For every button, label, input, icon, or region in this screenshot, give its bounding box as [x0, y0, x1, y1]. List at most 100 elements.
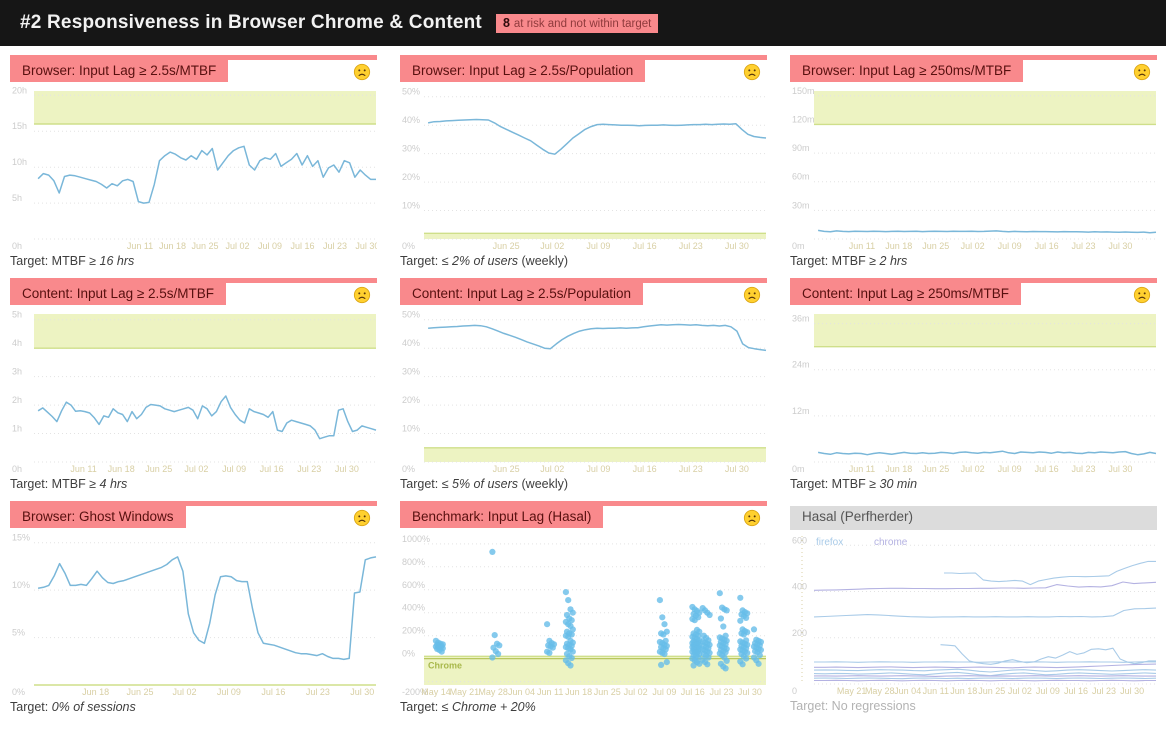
- svg-text:Jun 25: Jun 25: [493, 241, 520, 251]
- svg-text:Jul 30: Jul 30: [725, 241, 749, 251]
- svg-text:20%: 20%: [402, 172, 420, 182]
- panel-accent-bar: [10, 55, 377, 60]
- svg-text:5h: 5h: [12, 310, 22, 320]
- svg-text:Jul 30: Jul 30: [335, 464, 359, 474]
- at-risk-count: 8: [502, 15, 510, 30]
- panel-title-bar: Content: Input Lag ≥ 2.5s/Population: [400, 283, 767, 308]
- panel-title-bar: Browser: Input Lag ≥ 2.5s/MTBF: [10, 60, 377, 85]
- panel-title-bar: Browser: Input Lag ≥ 2.5s/Population: [400, 60, 767, 85]
- svg-text:10%: 10%: [12, 580, 30, 590]
- svg-text:Jul 23: Jul 23: [679, 464, 703, 474]
- panel-title: Browser: Input Lag ≥ 2.5s/MTBF: [10, 60, 229, 82]
- sad-face-icon: [743, 63, 761, 81]
- svg-text:Jun 11: Jun 11: [923, 686, 949, 696]
- target-caption: Target: No regressions: [790, 698, 1157, 713]
- svg-text:Jun 11: Jun 11: [70, 464, 96, 474]
- svg-text:Jun 18: Jun 18: [82, 687, 109, 697]
- svg-text:Jul 23: Jul 23: [679, 241, 703, 251]
- target-prefix: Target: MTBF ≥: [790, 477, 880, 491]
- svg-text:1h: 1h: [12, 424, 22, 434]
- svg-text:40%: 40%: [402, 115, 420, 125]
- target-caption: Target: 0% of sessions: [10, 699, 377, 714]
- svg-text:1000%: 1000%: [402, 534, 430, 544]
- svg-text:20%: 20%: [402, 395, 420, 405]
- target-value: 16 hrs: [99, 254, 135, 268]
- svg-text:Jul 30: Jul 30: [1108, 241, 1132, 251]
- svg-text:Jul 16: Jul 16: [290, 241, 314, 251]
- sad-face-icon: [1133, 63, 1151, 81]
- svg-text:Jul 23: Jul 23: [709, 687, 733, 697]
- svg-text:30%: 30%: [402, 144, 420, 154]
- line-chart: 0h 5h 10h 15h 20h Jun 11 Jun 18 Jun 25 Jul 02 Jul…: [12, 87, 377, 251]
- panel-browser-input-lag-25s-population: Browser: Input Lag ≥ 2.5s/Population 0% 1…: [400, 55, 767, 268]
- panel-title-bar: Browser: Input Lag ≥ 250ms/MTBF: [790, 60, 1157, 85]
- svg-text:120m: 120m: [792, 114, 815, 124]
- panel-accent-bar: [790, 55, 1157, 60]
- target-caption: Target: MTBF ≥ 4 hrs: [10, 476, 377, 491]
- svg-text:May 28: May 28: [865, 686, 895, 696]
- panel-title: Browser: Input Lag ≥ 250ms/MTBF: [790, 60, 1024, 82]
- target-caption: Target: ≤ Chrome + 20%: [400, 699, 767, 714]
- svg-text:150m: 150m: [792, 87, 815, 96]
- svg-text:Jul 23: Jul 23: [297, 464, 321, 474]
- svg-text:May 21: May 21: [450, 687, 480, 697]
- svg-text:Jul 16: Jul 16: [633, 464, 657, 474]
- svg-text:Jul 30: Jul 30: [1120, 686, 1144, 696]
- panel-accent-bar: [790, 278, 1157, 283]
- svg-text:Jun 25: Jun 25: [594, 687, 621, 697]
- svg-text:Jul 09: Jul 09: [258, 241, 282, 251]
- target-caption: Target: MTBF ≥ 16 hrs: [10, 253, 377, 268]
- target-prefix: Target:: [10, 700, 52, 714]
- svg-text:30m: 30m: [792, 200, 810, 210]
- svg-text:400%: 400%: [402, 603, 425, 613]
- line-chart: 0h 1h 2h 3h 4h 5h Jun 11 Jun 18 Jun 25 Jul 02 Jul …: [12, 310, 377, 474]
- svg-text:Jul 16: Jul 16: [681, 687, 705, 697]
- svg-text:Jul 09: Jul 09: [222, 464, 246, 474]
- sad-face-icon: [743, 509, 761, 527]
- svg-text:Jul 30: Jul 30: [355, 241, 377, 251]
- svg-text:Jul 09: Jul 09: [1036, 686, 1060, 696]
- svg-text:5h: 5h: [12, 193, 22, 203]
- target-value: 0% of sessions: [51, 700, 136, 714]
- target-value: ≤ 5% of users: [441, 477, 519, 491]
- panel-accent-bar: [10, 278, 377, 283]
- svg-text:Jun 11: Jun 11: [849, 241, 875, 251]
- svg-text:Jul 02: Jul 02: [1008, 686, 1032, 696]
- svg-text:Jun 25: Jun 25: [922, 464, 949, 474]
- line-chart: 0% 5% 10% 15% Jun 18 Jun 25 Jul 02 Jul 09 Jul 16…: [12, 533, 377, 697]
- svg-text:0m: 0m: [792, 241, 805, 251]
- svg-text:Jul 16: Jul 16: [260, 464, 284, 474]
- panel-benchmark-input-lag-hasal: Benchmark: Input Lag (Hasal) -200% 0% 200%…: [400, 501, 767, 714]
- panel-title: Content: Input Lag ≥ 2.5s/MTBF: [10, 283, 227, 305]
- svg-text:20h: 20h: [12, 87, 27, 95]
- panel-accent-bar: [400, 278, 767, 283]
- svg-text:Jul 16: Jul 16: [1064, 686, 1088, 696]
- svg-text:Jun 18: Jun 18: [885, 464, 912, 474]
- target-prefix: Target: ≤: [400, 700, 453, 714]
- panel-title: Hasal (Perfherder): [802, 509, 914, 524]
- svg-text:Jul 23: Jul 23: [323, 241, 347, 251]
- target-caption: Target: MTBF ≥ 30 min: [790, 476, 1157, 491]
- panel-title: Content: Input Lag ≥ 250ms/MTBF: [790, 283, 1022, 305]
- panel-browser-input-lag-250ms-mtbf: Browser: Input Lag ≥ 250ms/MTBF 0m 30m 60m…: [790, 55, 1157, 268]
- svg-text:Jun 25: Jun 25: [978, 686, 1005, 696]
- svg-text:Jun 11: Jun 11: [849, 464, 875, 474]
- svg-text:200%: 200%: [402, 626, 425, 636]
- target-prefix: Target: MTBF ≥: [790, 254, 880, 268]
- target-caption: Target: MTBF ≥ 2 hrs: [790, 253, 1157, 268]
- svg-text:Jun 04: Jun 04: [894, 686, 921, 696]
- svg-text:36m: 36m: [792, 314, 810, 324]
- target-suffix: (weekly): [518, 254, 569, 268]
- svg-text:50%: 50%: [402, 310, 420, 320]
- at-risk-badge: 8 at risk and not within target: [495, 13, 659, 33]
- svg-text:600: 600: [792, 535, 807, 545]
- svg-text:0%: 0%: [402, 241, 415, 251]
- svg-text:Jul 09: Jul 09: [998, 241, 1022, 251]
- panel-browser-input-lag-25s-mtbf: Browser: Input Lag ≥ 2.5s/MTBF 0h 5h 10h 15…: [10, 55, 377, 268]
- svg-text:15h: 15h: [12, 121, 27, 131]
- target-value: 2 hrs: [879, 254, 908, 268]
- svg-text:0h: 0h: [12, 241, 22, 251]
- panel-title-bar: Content: Input Lag ≥ 250ms/MTBF: [790, 283, 1157, 308]
- svg-text:5%: 5%: [12, 628, 25, 638]
- svg-text:Jul 02: Jul 02: [184, 464, 208, 474]
